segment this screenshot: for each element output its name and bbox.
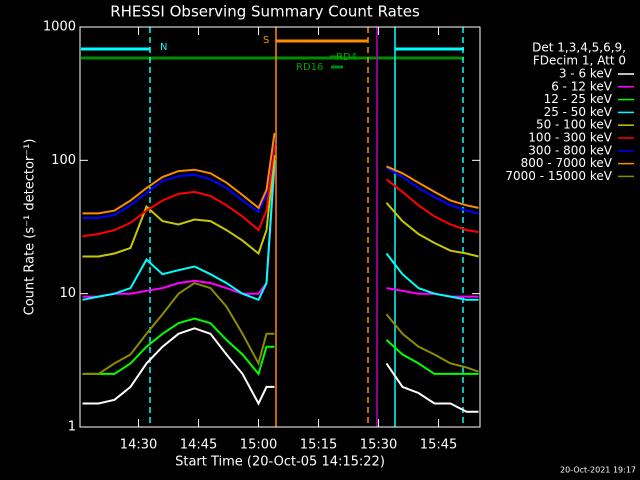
series-line — [82, 154, 479, 258]
y-tick-label: 10 — [59, 286, 76, 301]
legend-label: 300 - 800 keV — [528, 143, 612, 157]
y-tick-label: 100 — [51, 153, 76, 168]
legend-label: 800 - 7000 keV — [521, 156, 613, 170]
legend-header: FDecim 1, Att 0 — [533, 54, 626, 68]
chart-title: RHESSI Observing Summary Count Rates — [110, 3, 420, 21]
annotation: RD16 — [296, 62, 323, 73]
legend-label: 6 - 12 keV — [551, 79, 613, 93]
y-axis-label: Count Rate (s⁻¹ detector⁻¹) — [23, 139, 38, 316]
series-line — [82, 282, 479, 375]
annotation: RD4 — [336, 52, 357, 63]
x-tick-label: 14:30 — [120, 438, 157, 453]
annotation: S — [263, 35, 269, 46]
x-axis-label: Start Time (20-Oct-05 14:15:22) — [175, 455, 385, 470]
legend-label: 50 - 100 keV — [536, 118, 613, 132]
y-tick-label: 1 — [68, 420, 76, 435]
x-tick-label: 15:30 — [360, 438, 397, 453]
x-tick-label: 15:15 — [300, 438, 337, 453]
series-line — [82, 160, 479, 302]
series-line — [82, 327, 479, 413]
x-tick-label: 15:45 — [420, 438, 457, 453]
series-line — [82, 132, 479, 215]
x-tick-label: 15:00 — [240, 438, 277, 453]
legend-header: Det 1,3,4,5,6,9, — [532, 41, 626, 55]
legend-label: 7000 - 15000 keV — [505, 169, 612, 183]
plot-frame — [79, 26, 481, 428]
series-line — [82, 166, 479, 298]
x-tick-label: 14:45 — [180, 438, 217, 453]
series-line — [82, 144, 479, 238]
series-line — [82, 317, 479, 376]
annotation: N — [160, 42, 167, 53]
series-line — [82, 136, 479, 219]
legend-label: 25 - 50 keV — [544, 105, 613, 119]
legend-label: 100 - 300 keV — [528, 131, 612, 145]
legend-label: 3 - 6 keV — [559, 67, 613, 81]
y-tick-label: 1000 — [43, 20, 76, 35]
timestamp: 20-Oct-2021 19:17 — [560, 466, 636, 475]
legend-label: 12 - 25 keV — [544, 92, 613, 106]
